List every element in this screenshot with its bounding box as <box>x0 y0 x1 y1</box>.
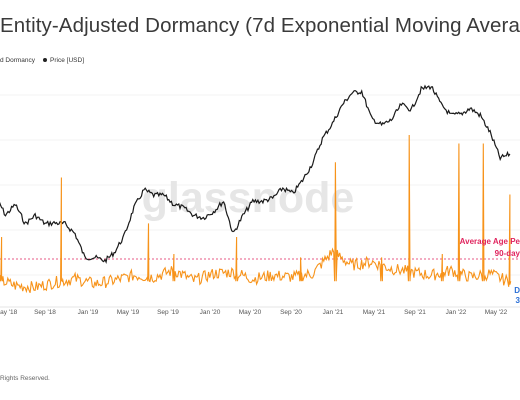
legend: d Dormancy Price [USD] <box>0 57 84 64</box>
annotation-label: D <box>514 286 520 295</box>
annotation-label: 90-day <box>495 249 520 258</box>
x-tick-label: Jan '19 <box>78 309 99 316</box>
x-tick-label: May '19 <box>117 309 140 316</box>
annotation-label: Average Age Pe <box>460 237 520 246</box>
legend-price[interactable]: Price [USD] <box>50 57 84 64</box>
x-tick-label: May '22 <box>485 309 508 316</box>
dormancy-series-line <box>0 134 512 294</box>
chart-title: Entity-Adjusted Dormancy (7d Exponential… <box>0 14 520 37</box>
x-tick-label: Jan '22 <box>446 309 467 316</box>
watermark: glassnode <box>142 174 355 222</box>
annotation-label: 3 <box>516 296 520 305</box>
legend-dormancy[interactable]: d Dormancy <box>0 57 36 64</box>
x-tick-label: Sep '21 <box>404 309 426 316</box>
x-tick-label: Sep '19 <box>157 309 179 316</box>
x-tick-label: Jan '20 <box>200 309 221 316</box>
copyright-footer: Rights Reserved. <box>0 375 50 382</box>
x-tick-label: Jan '21 <box>323 309 344 316</box>
x-tick-label: May '21 <box>363 309 386 316</box>
price-series-line <box>0 84 511 265</box>
x-tick-label: May '20 <box>239 309 262 316</box>
x-tick-label: Sep '18 <box>34 309 56 316</box>
legend-price-dot-icon <box>43 58 48 63</box>
x-tick-label: Sep '20 <box>280 309 302 316</box>
x-tick-label: May '18 <box>0 309 18 316</box>
